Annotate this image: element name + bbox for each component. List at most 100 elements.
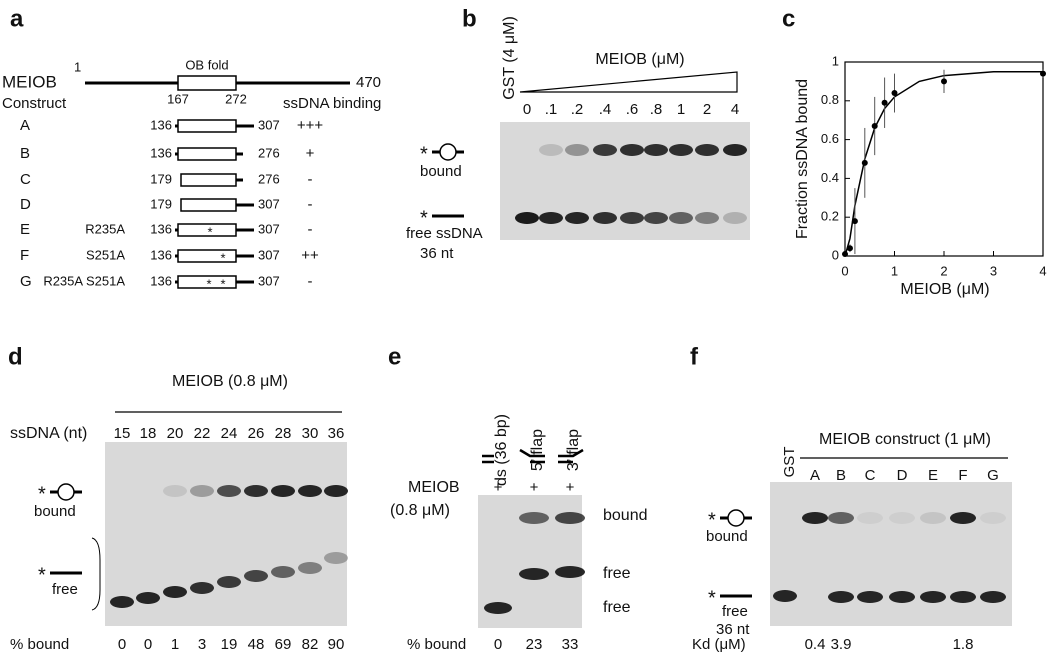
y-tick-label: 0.6 <box>821 131 839 146</box>
residue-number: 179 <box>150 196 172 211</box>
lane-label: GST <box>781 447 798 478</box>
gel-band <box>519 568 549 580</box>
gel-band <box>271 485 295 497</box>
gel-band <box>110 596 134 608</box>
band-label: free ssDNA <box>406 225 483 242</box>
lane-label: E <box>928 467 938 484</box>
panel-label: f <box>690 343 699 370</box>
lane-label: 18 <box>140 425 157 442</box>
band-label: free <box>52 581 78 598</box>
gel-band <box>217 485 241 497</box>
data-point <box>871 123 878 130</box>
gel-title: MEIOB construct (1 μM) <box>819 431 991 448</box>
domain-label: OB fold <box>185 57 228 72</box>
residue-number: 136 <box>150 117 172 132</box>
x-tick-label: 4 <box>1039 263 1046 278</box>
construct-name: C <box>20 171 31 188</box>
gel-band <box>669 144 693 156</box>
gel-band <box>828 591 854 603</box>
residue-number: 307 <box>258 196 280 211</box>
plus-sign: + <box>530 479 539 496</box>
mutation: R235A S251A <box>43 273 125 288</box>
protein-name: MEIOB <box>2 72 57 91</box>
probe-star: * <box>708 509 716 531</box>
lane-label: B <box>836 467 846 484</box>
data-point <box>842 251 848 258</box>
lane-label: 28 <box>275 425 292 442</box>
star: * <box>220 276 225 291</box>
lane-label: .8 <box>650 101 663 118</box>
residue-number: 272 <box>225 91 247 106</box>
lane-label: F <box>958 467 967 484</box>
row-label: MEIOB <box>408 479 460 496</box>
lane-label: GST (4 μM) <box>501 16 518 100</box>
band-label: 36 nt <box>716 621 750 638</box>
residue-number: 136 <box>150 247 172 262</box>
gel-band <box>920 591 946 603</box>
gel-band <box>298 562 322 574</box>
gel-band <box>889 512 915 524</box>
ob-fold-box <box>177 249 237 263</box>
gel-band <box>271 566 295 578</box>
lane-label: .6 <box>626 101 639 118</box>
band-label: bound <box>34 503 76 520</box>
residue-number: 167 <box>167 91 189 106</box>
probe-star: * <box>708 587 716 609</box>
data-point <box>846 245 853 252</box>
band-label: bound <box>603 507 648 524</box>
gel-band <box>324 552 348 564</box>
construct-name: F <box>20 247 29 264</box>
data-point <box>881 99 888 106</box>
ob-fold-box <box>177 223 237 237</box>
lane-label: 2 <box>703 101 711 118</box>
gel-band <box>565 212 589 224</box>
gel-band <box>190 485 214 497</box>
y-tick-label: 0.4 <box>821 170 839 185</box>
gel-band <box>136 592 160 604</box>
gel-band <box>190 582 214 594</box>
residue-number: 136 <box>150 221 172 236</box>
gel-band <box>217 576 241 588</box>
x-tick-label: 0 <box>841 263 848 278</box>
gel-band <box>244 485 268 497</box>
kd-value: 3.9 <box>831 636 852 653</box>
gel-band <box>620 212 644 224</box>
residue-number: 179 <box>150 171 172 186</box>
lane-label: ds (36 bp) <box>493 414 510 486</box>
x-tick-label: 2 <box>940 263 947 278</box>
probe-star: * <box>38 483 46 505</box>
residue-number: 307 <box>258 273 280 288</box>
probe-star: * <box>420 143 428 165</box>
panel-label: e <box>388 343 401 370</box>
lane-label: 3’ flap <box>565 429 582 471</box>
y-tick-label: 1 <box>832 53 839 68</box>
row-label: % bound <box>407 636 466 653</box>
gel-band <box>484 602 512 614</box>
gel-band <box>857 591 883 603</box>
gel-band <box>669 212 693 224</box>
ob-fold-box <box>180 173 237 187</box>
band-label: bound <box>706 528 748 545</box>
ob-fold-box <box>177 275 237 289</box>
percent-bound: 0 <box>118 636 126 653</box>
residue-number: 136 <box>150 145 172 160</box>
gel-band <box>519 512 549 524</box>
percent-bound: 19 <box>221 636 238 653</box>
data-point <box>1040 70 1046 77</box>
gel-band <box>539 144 563 156</box>
binding-score: - <box>308 171 313 188</box>
mutation: S251A <box>86 247 125 262</box>
data-point <box>941 78 947 85</box>
percent-bound: 0 <box>144 636 152 653</box>
lane-label: .2 <box>571 101 584 118</box>
gel-band <box>723 212 747 224</box>
flap-icon <box>519 448 545 464</box>
gel-band <box>723 144 747 156</box>
band-label: free <box>603 565 631 582</box>
percent-bound: 82 <box>302 636 319 653</box>
lane-label: 0 <box>523 101 531 118</box>
gel-title: MEIOB (μM) <box>595 51 684 68</box>
construct-name: D <box>20 196 31 213</box>
lane-label: D <box>897 467 908 484</box>
binding-score: - <box>308 221 313 238</box>
